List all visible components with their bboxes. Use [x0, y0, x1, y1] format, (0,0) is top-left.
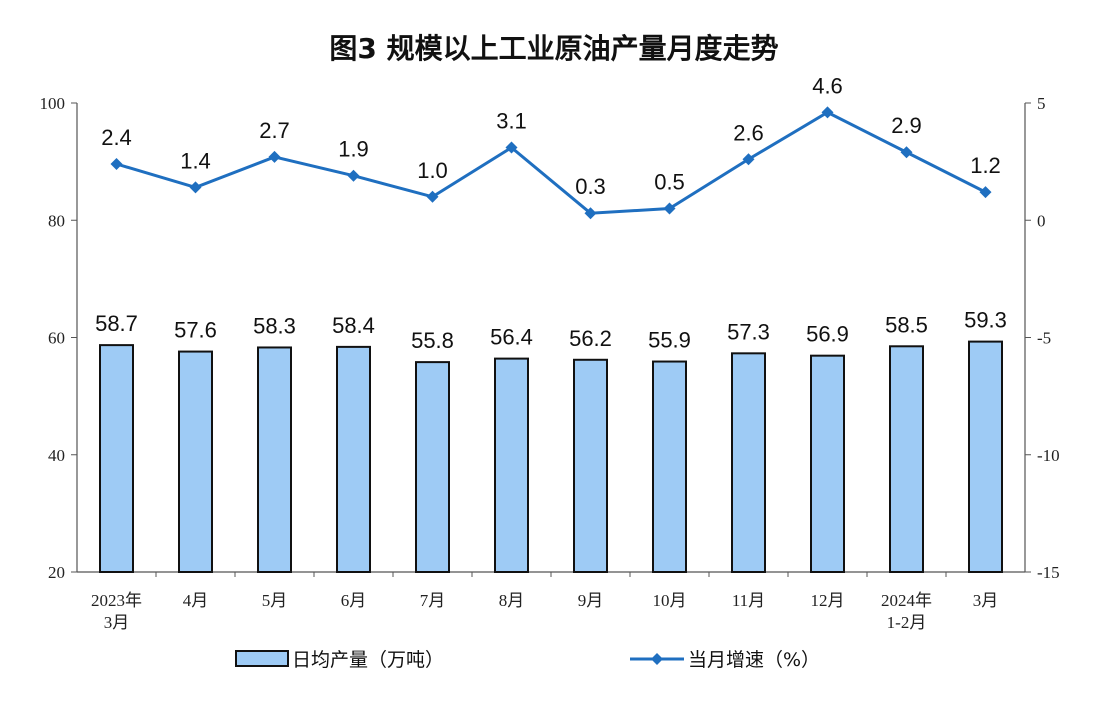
- bar-value-label: 58.5: [885, 312, 928, 337]
- line-marker: [821, 106, 834, 119]
- x-tick-label: 4月: [183, 591, 209, 610]
- x-tick-label: 1-2月: [887, 613, 927, 632]
- line-value-label: 0.3: [575, 174, 606, 199]
- line-value-label: 3.1: [496, 109, 527, 134]
- x-tick-label: 5月: [262, 591, 288, 610]
- right-tick-label: -10: [1037, 446, 1060, 465]
- bars: 58.7 57.6 58.3 58.4 55.8 56.4 56.2 55.9 57.3 56.9…: [95, 308, 1007, 574]
- chart-title: 图3 规模以上工业原油产量月度走势: [329, 32, 778, 65]
- bar-value-label: 56.4: [490, 325, 533, 350]
- line-value-label: 2.9: [891, 113, 922, 138]
- line-marker: [189, 181, 202, 194]
- legend-bar-label: 日均产量（万吨）: [292, 649, 444, 671]
- left-tick-label: 60: [48, 329, 65, 348]
- line-marker: [268, 150, 281, 163]
- line-marker: [347, 169, 360, 182]
- line-value-label: 1.4: [180, 148, 211, 173]
- x-tick-label: 9月: [578, 591, 604, 610]
- line-marker: [505, 141, 518, 154]
- line-series: 2.4 1.4 2.7 1.9 1.0 3.1 0.3 0.5 2.6 4.6 2.9 1.2: [101, 73, 1001, 220]
- line-value-label: 2.4: [101, 125, 132, 150]
- bar: [810, 354, 845, 573]
- line-value-label: 4.6: [812, 73, 843, 98]
- left-tick-label: 40: [48, 446, 65, 465]
- line-value-label: 2.6: [733, 120, 764, 145]
- bar-value-label: 57.3: [727, 319, 770, 344]
- line-marker: [110, 157, 123, 170]
- x-tick-label: 3月: [104, 613, 130, 632]
- left-tick-label: 20: [48, 563, 65, 582]
- bar: [99, 344, 134, 573]
- x-tick-label: 3月: [973, 591, 999, 610]
- line-value-label: 2.7: [259, 118, 290, 143]
- line-value-label: 1.2: [970, 153, 1001, 178]
- bar-value-label: 58.4: [332, 313, 375, 338]
- left-tick-label: 100: [40, 94, 66, 113]
- bar-value-label: 56.2: [569, 326, 612, 351]
- bar: [494, 357, 529, 574]
- line-marker: [742, 153, 755, 166]
- bar: [652, 360, 687, 573]
- line-value-label: 1.9: [338, 137, 369, 162]
- line-marker: [584, 207, 597, 220]
- bar: [336, 345, 371, 573]
- x-tick-label: 2023年: [91, 591, 142, 610]
- line-value-label: 0.5: [654, 170, 685, 195]
- legend: 日均产量（万吨） 当月增速（%）: [235, 649, 820, 671]
- bar-value-label: 56.9: [806, 322, 849, 347]
- right-tick-label: -15: [1037, 563, 1060, 582]
- bar: [889, 345, 924, 574]
- bar: [573, 358, 608, 573]
- x-tick-label: 8月: [499, 591, 525, 610]
- x-tick-label: 6月: [341, 591, 367, 610]
- axes: 20 40 60 80 100 -15 -10 -5 0 5 2023年 3月 4月 5月 6月 7月 8月 9月…: [40, 94, 1060, 632]
- bar-value-label: 58.3: [253, 313, 296, 338]
- bar: [968, 340, 1003, 574]
- x-tick-label: 2024年: [881, 591, 932, 610]
- right-tick-label: -5: [1037, 329, 1051, 348]
- left-tick-label: 80: [48, 211, 65, 230]
- x-tick-label: 10月: [653, 591, 687, 610]
- legend-bar-swatch: [235, 650, 289, 667]
- line-marker: [900, 146, 913, 159]
- bar: [257, 346, 292, 573]
- growth-line: [116, 110, 987, 215]
- x-tick-label: 12月: [811, 591, 845, 610]
- bar-value-label: 58.7: [95, 311, 138, 336]
- bar-value-label: 55.8: [411, 328, 454, 353]
- bar: [178, 350, 213, 573]
- x-tick-label: 7月: [420, 591, 446, 610]
- bar: [415, 361, 450, 573]
- x-tick-label: 11月: [732, 591, 765, 610]
- bar-value-label: 55.9: [648, 328, 691, 353]
- bar: [731, 352, 766, 573]
- right-tick-label: 5: [1037, 94, 1046, 113]
- line-marker: [979, 186, 992, 199]
- legend-line-label: 当月增速（%）: [688, 649, 820, 671]
- line-marker: [426, 190, 439, 203]
- bar-value-label: 57.6: [174, 318, 217, 343]
- line-marker: [663, 202, 676, 215]
- bar-value-label: 59.3: [964, 308, 1007, 333]
- legend-line-marker: [651, 653, 663, 665]
- right-tick-label: 0: [1037, 211, 1046, 230]
- line-value-label: 1.0: [417, 158, 448, 183]
